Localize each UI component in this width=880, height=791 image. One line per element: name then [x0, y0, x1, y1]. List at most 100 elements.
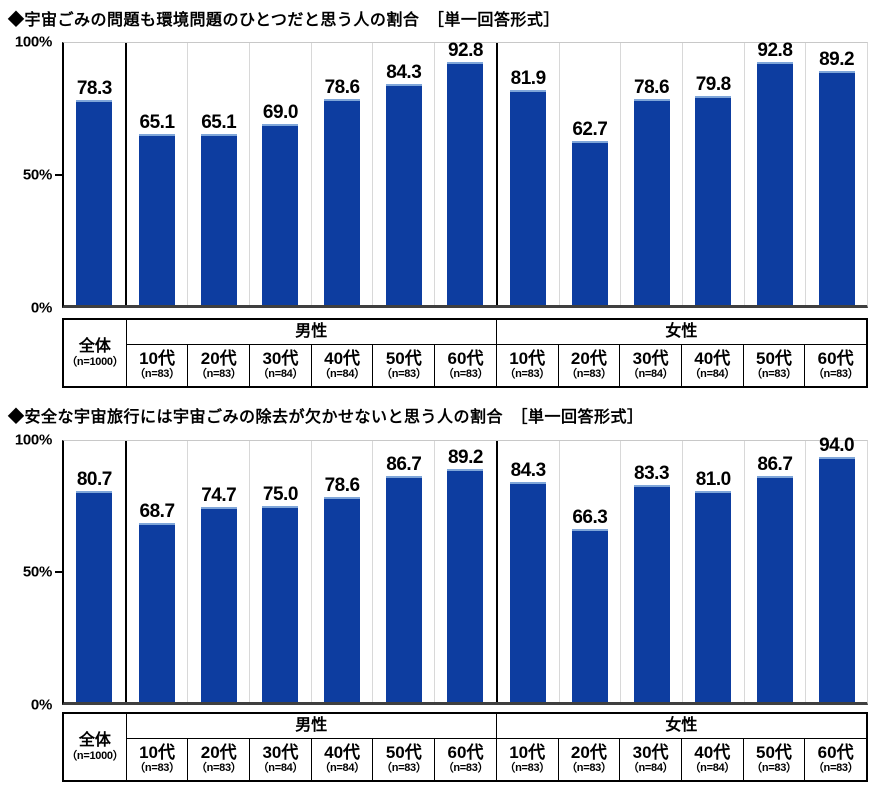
male-label: 男性 — [295, 717, 328, 734]
age-label: 60代 — [447, 742, 484, 762]
table-cell-age: 10代 （n=83） — [125, 344, 188, 386]
bar-column: 89.2 — [435, 441, 498, 702]
table-cell-age: 60代 （n=83） — [434, 344, 496, 386]
age-n: （n=83） — [195, 762, 242, 775]
age-label: 10代 — [509, 742, 546, 762]
table-cell-age: 60代 （n=83） — [434, 738, 496, 780]
overall-n: （n=1000） — [66, 749, 124, 762]
y-axis-label-0: 0% — [30, 696, 52, 714]
bar-column: 66.3 — [560, 441, 622, 702]
bar-column: 86.7 — [745, 441, 807, 702]
bar-value-label: 84.3 — [510, 459, 546, 481]
table-cell-age: 40代 （n=84） — [680, 344, 743, 386]
table-cell-overall: 全体 （n=1000） — [64, 320, 126, 386]
age-n: （n=83） — [566, 762, 612, 775]
age-n: （n=84） — [257, 762, 304, 775]
bar-column: 74.7 — [188, 441, 251, 702]
y-axis-label-50: 50% — [22, 563, 52, 581]
table-cell-age: 60代 （n=83） — [804, 344, 866, 386]
bar: 84.3 — [385, 62, 422, 305]
table-header-male: 男性 — [125, 714, 496, 738]
table-cell-age: 30代 （n=84） — [619, 738, 681, 780]
table-cell-age: 30代 （n=84） — [619, 344, 681, 386]
plot-area: 80.7 68.7 74.7 75.0 78.6 86.7 89.2 84.3 … — [62, 435, 868, 705]
table-cell-age: 30代 （n=84） — [249, 344, 311, 386]
age-label: 60代 — [817, 348, 854, 368]
table-header-male: 男性 — [125, 320, 496, 344]
bar-value-label: 65.1 — [139, 112, 175, 134]
age-n: （n=84） — [627, 368, 674, 381]
y-axis-label-0: 0% — [30, 299, 52, 317]
bar: 92.8 — [756, 40, 793, 305]
table-cell-age: 40代 （n=84） — [680, 738, 743, 780]
bar-column: 89.2 — [806, 43, 867, 305]
age-label: 10代 — [139, 742, 175, 762]
table-cell-age: 40代 （n=84） — [310, 344, 373, 386]
bar-column: 78.6 — [621, 43, 683, 305]
age-label: 40代 — [694, 742, 731, 762]
bar-value-label: 75.0 — [262, 484, 298, 506]
bar: 81.0 — [695, 469, 732, 702]
bar-value-label: 78.6 — [324, 77, 360, 99]
table-cell-age: 20代 （n=83） — [557, 344, 620, 386]
age-label: 30代 — [632, 348, 669, 368]
bar-value-label: 86.7 — [386, 453, 422, 475]
bar-column: 84.3 — [498, 441, 560, 702]
table-cell-age: 50代 （n=83） — [742, 738, 805, 780]
bar-value-label: 84.3 — [386, 62, 422, 84]
bar: 78.6 — [324, 77, 361, 305]
age-label: 40代 — [694, 348, 731, 368]
bar-value-label: 86.7 — [757, 453, 793, 475]
age-n: （n=83） — [751, 762, 797, 775]
age-label: 20代 — [200, 348, 237, 368]
age-label: 10代 — [139, 348, 175, 368]
bar: 79.8 — [695, 74, 732, 305]
table-cell-age: 10代 （n=83） — [495, 738, 558, 780]
bar-column: 65.1 — [188, 43, 251, 305]
age-n: （n=83） — [504, 368, 550, 381]
table-cell-overall: 全体 （n=1000） — [64, 714, 126, 780]
bar-column: 78.6 — [312, 43, 374, 305]
table-cell-age: 50代 （n=83） — [742, 344, 805, 386]
age-n: （n=83） — [442, 762, 489, 775]
bar-value-label: 92.8 — [447, 39, 483, 61]
overall-n: （n=1000） — [66, 355, 124, 368]
bar-column: 69.0 — [250, 43, 312, 305]
bar: 80.7 — [76, 469, 113, 702]
y-axis-label-100: 100% — [14, 431, 52, 449]
table-cell-age: 30代 （n=84） — [249, 738, 311, 780]
age-n: （n=84） — [627, 762, 674, 775]
age-label: 30代 — [262, 348, 299, 368]
age-label: 60代 — [447, 348, 484, 368]
category-table: 全体 （n=1000） 男性 女性 10代 （n=83） 20代 （n=83） 30… — [62, 712, 868, 782]
table-cell-age: 10代 （n=83） — [125, 738, 188, 780]
chart-title: ◆宇宙ごみの問題も環境問題のひとつだと思う人の割合 ［単一回答形式］ — [8, 12, 560, 29]
bar: 86.7 — [756, 454, 793, 702]
male-label: 男性 — [295, 323, 328, 340]
bar-value-label: 79.8 — [695, 73, 731, 95]
bar-column: 78.6 — [312, 441, 374, 702]
bar-column: 80.7 — [64, 441, 127, 702]
bar-value-label: 66.3 — [572, 506, 608, 528]
age-n: （n=83） — [812, 368, 859, 381]
y-axis-tick-50 — [55, 571, 62, 573]
bar-column: 92.8 — [745, 40, 807, 305]
bar: 66.3 — [571, 507, 608, 702]
bar-column: 75.0 — [250, 441, 312, 702]
age-label: 20代 — [200, 742, 237, 762]
bar-value-label: 62.7 — [572, 118, 608, 140]
table-cell-age: 50代 （n=83） — [372, 344, 435, 386]
age-n: （n=84） — [319, 762, 365, 775]
bar-column: 84.3 — [373, 43, 436, 305]
bar: 78.6 — [324, 475, 361, 702]
bar-value-label: 78.6 — [324, 474, 360, 496]
bar-value-label: 89.2 — [447, 447, 483, 469]
table-cell-age: 20代 （n=83） — [557, 738, 620, 780]
female-label: 女性 — [665, 323, 698, 340]
bar-column: 81.9 — [498, 43, 560, 305]
bar: 81.9 — [510, 68, 547, 305]
age-n: （n=83） — [504, 762, 550, 775]
bar-column: 86.7 — [373, 441, 436, 702]
